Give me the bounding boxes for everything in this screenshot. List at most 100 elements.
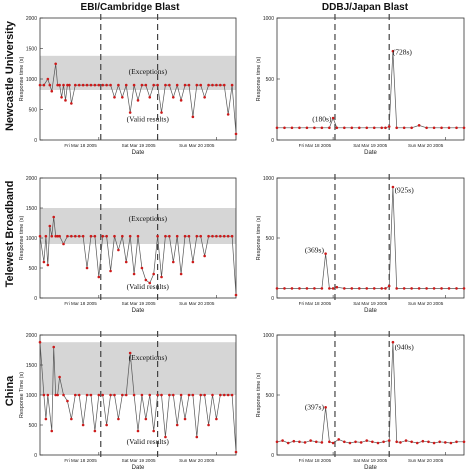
x-tick-label: Sun Mar 20 2005 [408, 301, 444, 306]
data-point [50, 429, 54, 433]
y-tick-label: 0 [34, 296, 37, 302]
x-tick-label: Sat Mar 19 2005 [353, 458, 387, 463]
data-point [89, 83, 93, 87]
data-point [343, 287, 346, 290]
data-point [298, 126, 301, 130]
data-point [109, 83, 112, 87]
data-point [54, 62, 57, 66]
data-point [421, 439, 425, 443]
data-point [140, 266, 144, 270]
data-point [121, 96, 124, 99]
data-point [48, 83, 52, 87]
data-point [152, 83, 155, 87]
data-point [207, 423, 210, 427]
data-point [93, 234, 97, 238]
data-point [60, 96, 63, 99]
data-point [195, 83, 199, 87]
data-point [73, 234, 77, 238]
data-point [331, 287, 335, 290]
annotation-label: (180s) [312, 115, 332, 124]
data-point [215, 83, 218, 87]
data-point [384, 126, 387, 130]
data-point [425, 287, 428, 290]
data-point [128, 234, 132, 238]
column-title-ebi: EBI/Cambridge Blast [80, 2, 180, 13]
data-point [372, 126, 376, 130]
data-point [391, 49, 395, 53]
data-point [447, 126, 451, 130]
data-point [66, 399, 69, 403]
data-point [81, 423, 85, 427]
data-point [136, 234, 140, 238]
data-point [455, 126, 458, 130]
data-point [113, 96, 116, 99]
chart-panel-2: 0 500 1000 1500 2000 Fri Mar 18 2005 Sat Mar 1… [19, 174, 238, 314]
x-axis-label: Date [364, 465, 377, 471]
series-line [277, 51, 464, 129]
data-point [234, 293, 238, 297]
data-point [77, 83, 81, 87]
data-point [455, 287, 458, 290]
data-point [219, 393, 222, 397]
data-point [64, 99, 67, 102]
data-point [226, 113, 230, 116]
data-point [56, 234, 59, 238]
data-point [85, 83, 89, 87]
data-point [328, 287, 331, 290]
x-tick-label: Sat Mar 19 2005 [122, 301, 156, 306]
data-point [230, 83, 234, 87]
data-point [136, 429, 140, 433]
y-tick-label: 2000 [26, 16, 37, 22]
data-point [50, 89, 54, 93]
data-point [121, 393, 124, 397]
data-point [68, 83, 71, 87]
data-point [432, 287, 436, 290]
data-point [222, 83, 226, 87]
data-point [222, 234, 226, 238]
x-tick-label: Fri Mar 18 2005 [64, 143, 97, 148]
exceptions-band [40, 55, 236, 90]
data-point [391, 340, 395, 344]
data-point [380, 126, 384, 130]
data-point [73, 393, 77, 397]
data-point [44, 234, 48, 238]
data-point [283, 287, 286, 290]
data-point [117, 417, 120, 421]
data-point [328, 440, 331, 444]
annotation-label: (Valid results) [127, 115, 170, 124]
data-point [168, 83, 171, 87]
x-tick-label: Sat Mar 19 2005 [353, 301, 387, 306]
data-point [195, 234, 199, 238]
data-point [432, 441, 436, 445]
data-point [415, 441, 419, 445]
x-tick-label: Sat Mar 19 2005 [353, 143, 387, 148]
data-point [348, 441, 352, 445]
data-point [275, 440, 279, 444]
data-point [183, 417, 187, 421]
y-tick-label: 1000 [26, 236, 37, 242]
data-point [195, 435, 199, 439]
data-point [234, 132, 238, 136]
data-point [387, 439, 391, 442]
data-point [77, 234, 81, 238]
data-point [121, 234, 124, 238]
data-point [230, 393, 234, 397]
x-tick-label: Sun Mar 20 2005 [179, 301, 215, 306]
series-line [276, 342, 464, 444]
data-point [105, 234, 108, 238]
annotation-label: (397s) [305, 402, 325, 411]
data-point [54, 393, 57, 397]
data-point [350, 126, 354, 130]
data-point [164, 83, 167, 87]
y-axis-label: Response time (s) [256, 373, 262, 418]
data-point [124, 393, 128, 397]
data-point [132, 83, 136, 87]
y-tick-label: 0 [271, 296, 274, 302]
x-tick-label: Sat Mar 19 2005 [122, 458, 156, 463]
y-tick-label: 1000 [26, 77, 37, 83]
series-line [277, 186, 464, 289]
data-point [350, 287, 354, 290]
data-point [207, 234, 210, 238]
y-tick-label: 1000 [26, 393, 37, 399]
annotation-label: (940s) [395, 342, 415, 351]
